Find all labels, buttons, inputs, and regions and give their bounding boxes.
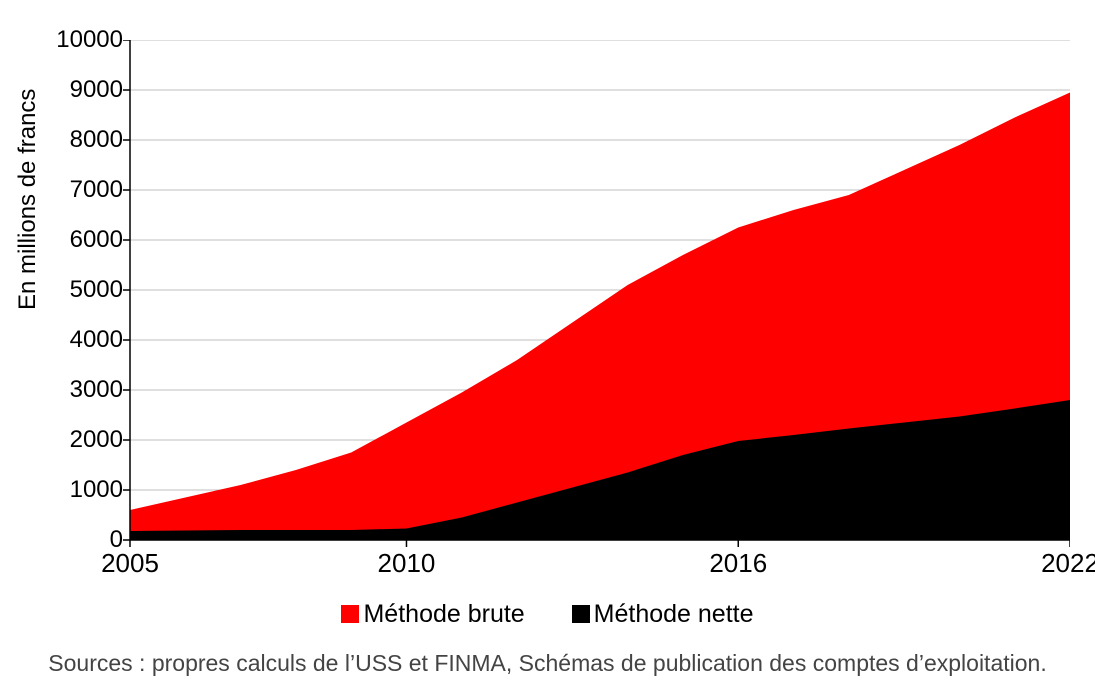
legend: Méthode brute Méthode nette — [0, 600, 1095, 629]
y-tick-label: 7000 — [70, 176, 123, 204]
y-tick-label: 1000 — [70, 476, 123, 504]
y-axis-label: En millions de francs — [14, 89, 42, 310]
y-tick-label: 8000 — [70, 126, 123, 154]
legend-label: Méthode brute — [363, 600, 524, 628]
area-chart: En millions de francs 010002000300040005… — [0, 0, 1095, 697]
y-tick-label: 9000 — [70, 76, 123, 104]
legend-item-nette: Méthode nette — [572, 600, 754, 629]
legend-label: Méthode nette — [594, 600, 754, 628]
y-tick-label: 6000 — [70, 226, 123, 254]
x-tick-label: 2022 — [1041, 548, 1095, 579]
y-tick-label: 2000 — [70, 426, 123, 454]
x-tick-label: 2010 — [378, 548, 436, 579]
legend-swatch-brute — [341, 605, 359, 623]
legend-swatch-nette — [572, 605, 590, 623]
x-tick-label: 2016 — [709, 548, 767, 579]
y-tick-label: 4000 — [70, 326, 123, 354]
x-tick-label: 2005 — [101, 548, 159, 579]
y-tick-label: 5000 — [70, 276, 123, 304]
source-caption: Sources : propres calculs de l’USS et FI… — [0, 650, 1095, 677]
plot-area — [130, 40, 1070, 540]
y-tick-label: 3000 — [70, 376, 123, 404]
y-tick-label: 10000 — [56, 26, 123, 54]
legend-item-brute: Méthode brute — [341, 600, 524, 629]
